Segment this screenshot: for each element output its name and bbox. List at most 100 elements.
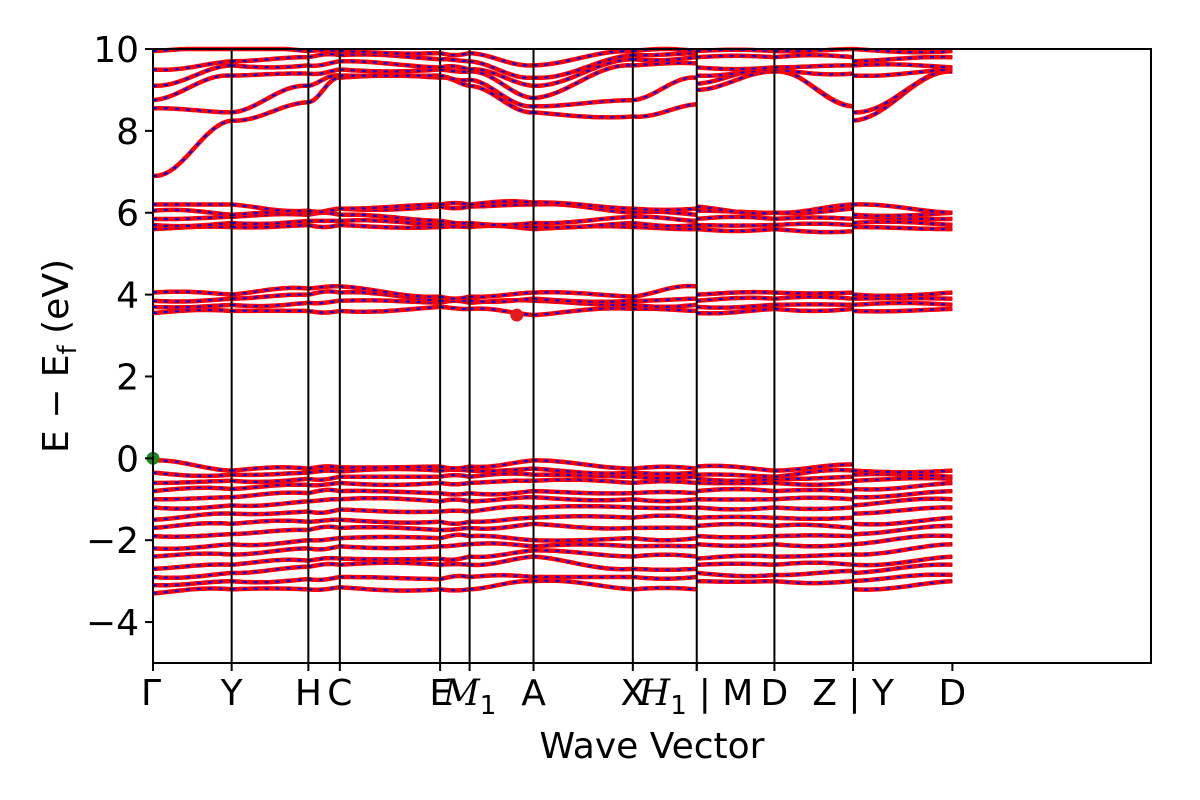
- band-line-dashed: [231, 286, 309, 296]
- band-line: [339, 480, 441, 488]
- band-line: [469, 290, 534, 300]
- band-line: [469, 504, 534, 514]
- band-line: [307, 535, 341, 543]
- band-edge-markers: [146, 308, 524, 465]
- band-line-dashed: [469, 78, 534, 108]
- band-line-dashed: [439, 202, 470, 206]
- band-line: [339, 517, 441, 525]
- band-line: [533, 548, 633, 559]
- band-line: [469, 515, 534, 525]
- y-axis-label-unit: (eV): [36, 259, 77, 345]
- band-line: [469, 199, 534, 207]
- band-line-dashed: [696, 228, 775, 233]
- band-line: [533, 306, 633, 318]
- band-line-dashed: [231, 477, 309, 483]
- band-line-dashed: [231, 219, 309, 225]
- band-line-dashed: [152, 74, 232, 102]
- band-line-dashed: [439, 520, 470, 525]
- band-line: [339, 534, 441, 541]
- band-line: [307, 464, 341, 471]
- band-line-dashed: [231, 539, 309, 547]
- band-line: [307, 561, 341, 570]
- band-line: [307, 585, 341, 593]
- band-line-dashed: [439, 498, 470, 503]
- band-line-dashed: [440, 305, 470, 311]
- y-axis-label-sub: f: [53, 344, 83, 354]
- band-line-dashed: [774, 203, 854, 214]
- band-line-dashed: [152, 308, 232, 315]
- band-line: [632, 214, 697, 224]
- band-line-dashed: [152, 587, 232, 595]
- band-line: [469, 488, 534, 497]
- band-line-dashed: [696, 515, 775, 519]
- band-line-dashed: [152, 221, 232, 228]
- band-line: [632, 497, 697, 504]
- y-tick-label: 6: [116, 194, 139, 235]
- band-line: [853, 224, 953, 232]
- band-line-dashed: [152, 60, 232, 71]
- band-line: [533, 110, 633, 120]
- band-line-dashed: [696, 571, 775, 578]
- band-line: [469, 533, 534, 543]
- band-line-dashed: [696, 543, 775, 547]
- band-line-dashed: [231, 491, 309, 499]
- band-line-dashed: [774, 516, 854, 521]
- band-line: [307, 474, 341, 483]
- y-axis-ticks: −4 −2 0 2 4 6 8 10: [86, 30, 153, 644]
- band-line-dashed: [774, 569, 854, 577]
- band-line: [339, 507, 441, 515]
- band-line: [339, 67, 441, 74]
- band-line: [853, 542, 953, 557]
- band-line-dashed: [696, 464, 775, 472]
- band-line: [533, 472, 633, 480]
- band-line-dashed: [231, 301, 309, 308]
- band-line: [533, 466, 633, 476]
- band-line-dashed: [774, 291, 854, 295]
- band-line-dashed: [152, 215, 232, 221]
- band-line-dashed: [696, 68, 775, 77]
- band-line: [339, 202, 441, 211]
- band-lines: [152, 46, 953, 596]
- band-line-dashed: [152, 208, 232, 216]
- band-line-dashed: [152, 47, 232, 53]
- band-line: [853, 306, 953, 314]
- band-line-dashed: [774, 468, 854, 478]
- band-line-dashed: [439, 588, 470, 592]
- band-line-dashed: [439, 205, 470, 210]
- band-line-dashed: [774, 54, 854, 59]
- band-line-dashed: [696, 473, 775, 478]
- x-tick-label: A: [521, 673, 546, 714]
- band-line: [231, 83, 309, 115]
- band-line: [632, 302, 697, 310]
- x-tick-label: D: [761, 673, 789, 714]
- band-line-dashed: [696, 522, 775, 527]
- band-line: [469, 494, 534, 504]
- y-axis-label-main: E − E: [36, 354, 77, 453]
- band-line-dashed: [231, 483, 309, 491]
- band-line: [632, 489, 697, 496]
- band-line: [853, 488, 953, 500]
- band-line-dashed: [439, 533, 470, 540]
- band-line: [469, 471, 534, 480]
- band-line: [632, 566, 697, 573]
- band-line-dashed: [774, 561, 854, 566]
- band-line: [533, 52, 634, 81]
- band-line: [533, 521, 633, 531]
- band-line: [632, 474, 697, 481]
- band-line: [853, 54, 953, 64]
- band-line: [307, 524, 341, 533]
- band-line: [339, 585, 441, 593]
- x-tick-label: X: [620, 673, 645, 714]
- band-line: [852, 290, 953, 299]
- band-line: [852, 300, 953, 308]
- band-line-dashed: [774, 481, 854, 486]
- band-line-dashed: [231, 56, 309, 63]
- band-line: [632, 283, 697, 299]
- band-line: [469, 478, 534, 486]
- band-line: [853, 554, 953, 568]
- band-line-dashed: [469, 70, 534, 100]
- x-tick-label: Γ: [141, 673, 161, 714]
- band-line: [307, 496, 341, 504]
- band-line-dashed: [231, 510, 309, 516]
- band-line: [307, 222, 341, 230]
